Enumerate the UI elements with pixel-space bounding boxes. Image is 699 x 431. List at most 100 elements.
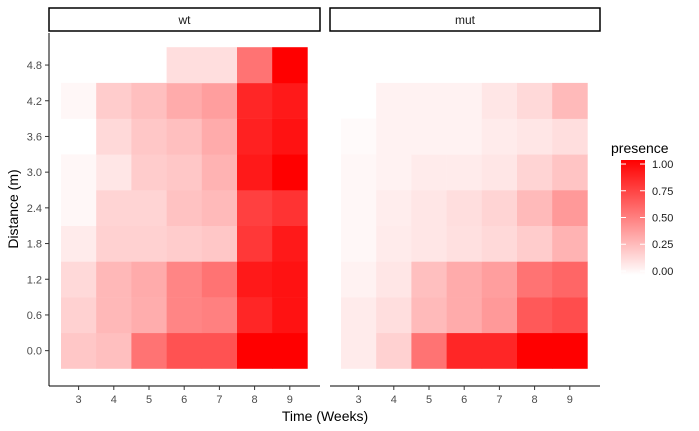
heatmap-tile-mut-9-0.6 xyxy=(552,297,588,334)
x-tick-label: 4 xyxy=(391,394,397,406)
y-tick-label: 1.8 xyxy=(27,239,42,251)
heatmap-tile-mut-5-2.4 xyxy=(411,190,447,226)
y-tick-label: 4.8 xyxy=(27,60,42,72)
legend-title: presence xyxy=(611,140,669,156)
y-tick-label: 3.6 xyxy=(27,131,42,143)
heatmap-tile-mut-8-3.0 xyxy=(517,154,553,191)
y-tick-label: 0.6 xyxy=(27,310,42,322)
heatmap-tile-wt-9-1.8 xyxy=(272,225,308,262)
heatmap-tile-wt-3-0.6 xyxy=(61,297,97,334)
heatmap-tile-wt-3-1.2 xyxy=(61,261,97,298)
heatmap-tile-wt-3-2.4 xyxy=(61,190,97,226)
x-tick-label: 3 xyxy=(76,394,82,406)
x-tick-label: 3 xyxy=(356,394,362,406)
heatmap-tile-mut-7-0.6 xyxy=(481,297,518,334)
heatmap-tile-wt-5-1.2 xyxy=(131,261,167,298)
x-tick-label: 7 xyxy=(496,394,502,406)
heatmap-tile-wt-5-0.6 xyxy=(131,297,167,334)
heatmap-tile-mut-7-1.2 xyxy=(481,261,518,298)
heatmap-tile-mut-6-0.0 xyxy=(446,332,483,369)
heatmap-tile-wt-5-1.8 xyxy=(131,225,167,262)
heatmap-tile-wt-6-4.2 xyxy=(166,82,203,119)
heatmap-tile-wt-9-3.0 xyxy=(272,154,308,191)
heatmap-tile-wt-6-0.6 xyxy=(166,297,203,334)
heatmap-tile-mut-8-1.2 xyxy=(517,261,553,298)
heatmap-tile-wt-3-0.0 xyxy=(61,332,97,369)
x-tick-label: 9 xyxy=(567,394,573,406)
heatmap-tile-mut-7-1.8 xyxy=(481,225,518,262)
y-tick-label: 0.0 xyxy=(27,346,42,358)
heatmap-tile-wt-7-3.6 xyxy=(201,118,238,155)
heatmap-tile-mut-4-3.6 xyxy=(376,118,412,155)
y-axis-title: Distance (m) xyxy=(5,169,21,248)
heatmap-tile-mut-4-3.0 xyxy=(376,154,412,191)
heatmap-tile-wt-6-1.2 xyxy=(166,261,203,298)
heatmap-tile-wt-7-0.6 xyxy=(201,297,238,334)
legend-tick-label: 0.75 xyxy=(652,186,673,198)
heatmap-tile-mut-7-4.2 xyxy=(481,82,518,119)
heatmap-tile-wt-7-1.2 xyxy=(201,261,238,298)
x-tick-label: 8 xyxy=(532,394,538,406)
heatmap-tile-mut-5-4.2 xyxy=(411,82,447,119)
heatmap-tile-mut-3-0.0 xyxy=(341,332,377,369)
heatmap-tile-mut-9-2.4 xyxy=(552,190,588,226)
heatmap-tile-mut-8-1.8 xyxy=(517,225,553,262)
heatmap-tile-mut-7-0.0 xyxy=(481,332,518,369)
heatmap-tile-mut-9-3.0 xyxy=(552,154,588,191)
heatmap-tile-wt-7-4.8 xyxy=(201,47,238,84)
heatmap-tile-wt-6-4.8 xyxy=(166,47,203,84)
heatmap-tile-mut-5-0.6 xyxy=(411,297,447,334)
heatmap-tile-wt-6-1.8 xyxy=(166,225,203,262)
heatmap-tile-wt-4-0.6 xyxy=(96,297,132,334)
heatmap-tile-mut-4-4.2 xyxy=(376,82,412,119)
heatmap-tile-wt-7-2.4 xyxy=(201,190,238,226)
heatmap-tile-mut-7-2.4 xyxy=(481,190,518,226)
heatmap-tile-mut-3-3.6 xyxy=(341,118,377,155)
heatmap-tile-mut-5-1.8 xyxy=(411,225,447,262)
heatmap-tile-mut-9-0.0 xyxy=(552,332,588,369)
heatmap-tile-wt-4-0.0 xyxy=(96,332,132,369)
heatmap-tile-wt-6-0.0 xyxy=(166,332,203,369)
legend-tick-label: 0.25 xyxy=(652,239,673,251)
heatmap-tile-mut-8-2.4 xyxy=(517,190,553,226)
heatmap-tile-wt-5-0.0 xyxy=(131,332,167,369)
heatmap-tile-wt-4-1.8 xyxy=(96,225,132,262)
heatmap-tile-mut-5-3.0 xyxy=(411,154,447,191)
heatmap-tile-mut-4-0.0 xyxy=(376,332,412,369)
heatmap-tile-mut-8-4.2 xyxy=(517,82,553,119)
x-tick-label: 4 xyxy=(111,394,117,406)
heatmap-tile-wt-4-3.6 xyxy=(96,118,132,155)
heatmap-tile-wt-8-4.2 xyxy=(237,82,273,119)
x-axis-ticks-wt: 3 4 5 6 7 8 9 xyxy=(76,386,293,406)
y-tick-label: 3.0 xyxy=(27,167,42,179)
panel-wt xyxy=(61,47,308,369)
heatmap-tile-wt-8-2.4 xyxy=(237,190,273,226)
heatmap-tile-mut-5-3.6 xyxy=(411,118,447,155)
heatmap-tile-wt-9-1.2 xyxy=(272,261,308,298)
panel-mut xyxy=(341,82,588,369)
heatmap-tile-wt-9-3.6 xyxy=(272,118,308,155)
heatmap-tile-mut-9-4.2 xyxy=(552,82,588,119)
heatmap-tile-mut-9-1.2 xyxy=(552,261,588,298)
x-axis-ticks-mut: 3 4 5 6 7 8 9 xyxy=(356,386,573,406)
legend: presence 1.00 0.75 0.50 0.25 0.00 xyxy=(611,140,673,278)
heatmap-tile-wt-9-4.2 xyxy=(272,82,308,119)
legend-tick-label: 0.50 xyxy=(652,213,673,225)
x-tick-label: 6 xyxy=(461,394,467,406)
heatmap-tile-wt-8-3.0 xyxy=(237,154,273,191)
heatmap-tile-mut-3-0.6 xyxy=(341,297,377,334)
heatmap-tile-wt-3-1.8 xyxy=(61,225,97,262)
legend-tick-label: 1.00 xyxy=(652,159,673,171)
heatmap-tile-mut-6-0.6 xyxy=(446,297,483,334)
heatmap-tile-wt-5-3.0 xyxy=(131,154,167,191)
y-tick-label: 4.2 xyxy=(27,96,42,108)
heatmap-tile-mut-3-2.4 xyxy=(341,190,377,226)
heatmap-tile-wt-5-4.2 xyxy=(131,82,167,119)
x-tick-label: 7 xyxy=(216,394,222,406)
facet-strip-wt: wt xyxy=(48,7,321,32)
y-tick-label: 2.4 xyxy=(27,203,42,215)
heatmap-tile-wt-7-4.2 xyxy=(201,82,238,119)
heatmap-tile-wt-6-2.4 xyxy=(166,190,203,226)
heatmap-tile-wt-8-3.6 xyxy=(237,118,273,155)
